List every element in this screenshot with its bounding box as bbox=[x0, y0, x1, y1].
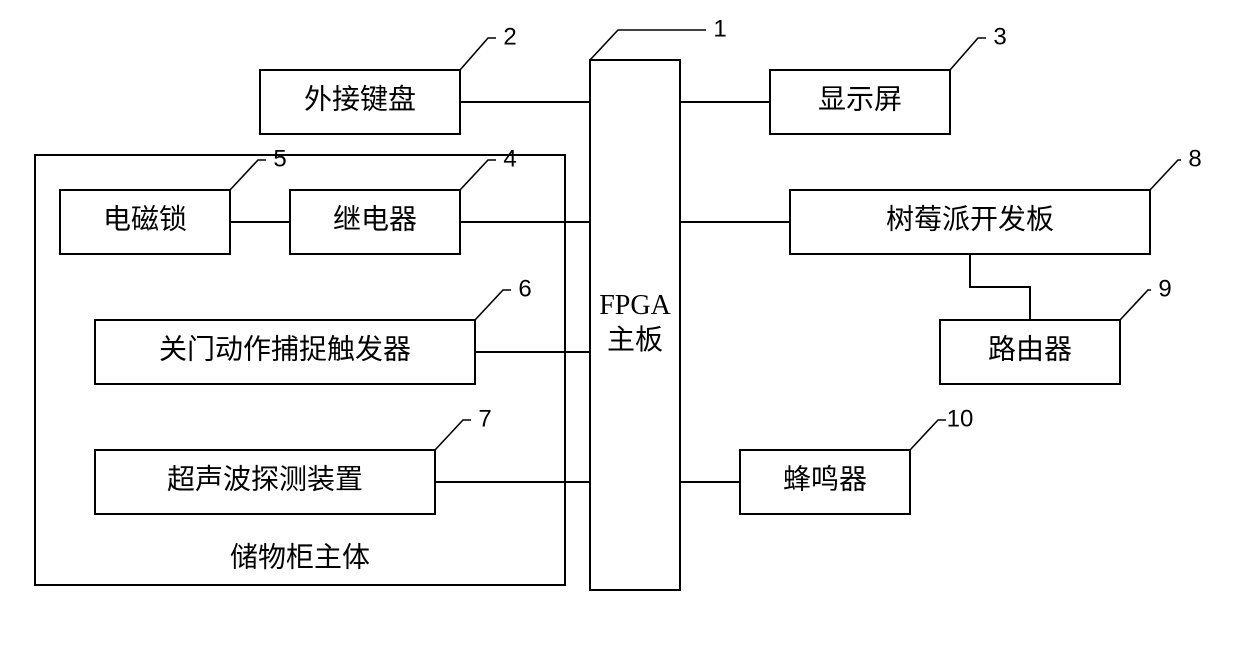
leader-n10 bbox=[910, 420, 946, 450]
node-label-n10: 蜂鸣器 bbox=[783, 463, 867, 495]
node-n1: FPGA主板 bbox=[590, 60, 680, 590]
node-n6: 关门动作捕捉触发器 bbox=[95, 320, 475, 384]
callout-number-n9: 9 bbox=[1158, 275, 1171, 302]
callout-number-n5: 5 bbox=[273, 145, 286, 172]
group-label: 储物柜主体 bbox=[230, 541, 370, 573]
node-label-n9: 路由器 bbox=[988, 333, 1072, 365]
callout-number-n3: 3 bbox=[993, 23, 1006, 50]
node-label-n4: 继电器 bbox=[333, 203, 417, 235]
leader-n4 bbox=[460, 160, 496, 190]
block-diagram: FPGA主板 外接键盘 显示屏继电器 电磁锁关门动作捕捉触发器超声波探测装置 树莓派开发… bbox=[0, 0, 1240, 654]
callout-number-n8: 8 bbox=[1188, 145, 1201, 172]
node-label-n1-l0: FPGA bbox=[599, 290, 671, 321]
node-label-n1-l1: 主板 bbox=[607, 324, 663, 356]
leader-n9 bbox=[1120, 290, 1151, 320]
leader-n6 bbox=[475, 290, 511, 320]
node-n9: 路由器 bbox=[940, 320, 1120, 384]
node-n7: 超声波探测装置 bbox=[95, 450, 435, 514]
edge-n9-n8 bbox=[970, 254, 1030, 320]
node-n2: 外接键盘 bbox=[260, 70, 460, 134]
leader-n3 bbox=[950, 38, 986, 70]
callout-number-n7: 7 bbox=[478, 405, 491, 432]
node-n3: 显示屏 bbox=[770, 70, 950, 134]
node-n8: 树莓派开发板 bbox=[790, 190, 1150, 254]
leader-n1 bbox=[590, 30, 706, 60]
callout-number-n1: 1 bbox=[713, 15, 726, 42]
node-n4: 继电器 bbox=[290, 190, 460, 254]
callout-number-n4: 4 bbox=[503, 145, 516, 172]
node-label-n2: 外接键盘 bbox=[304, 83, 416, 115]
node-label-n8: 树莓派开发板 bbox=[886, 203, 1054, 235]
node-label-n5: 电磁锁 bbox=[103, 203, 187, 235]
callout-number-n6: 6 bbox=[518, 275, 531, 302]
node-n5: 电磁锁 bbox=[60, 190, 230, 254]
callout-number-n10: 10 bbox=[947, 405, 974, 432]
callout-number-n2: 2 bbox=[503, 23, 516, 50]
node-label-n3: 显示屏 bbox=[818, 84, 902, 115]
leader-n7 bbox=[435, 420, 471, 450]
leader-n5 bbox=[230, 160, 266, 190]
node-label-n6: 关门动作捕捉触发器 bbox=[159, 333, 411, 365]
leader-n8 bbox=[1150, 160, 1181, 190]
node-n10: 蜂鸣器 bbox=[740, 450, 910, 514]
leader-n2 bbox=[460, 38, 496, 70]
node-label-n7: 超声波探测装置 bbox=[167, 463, 363, 495]
